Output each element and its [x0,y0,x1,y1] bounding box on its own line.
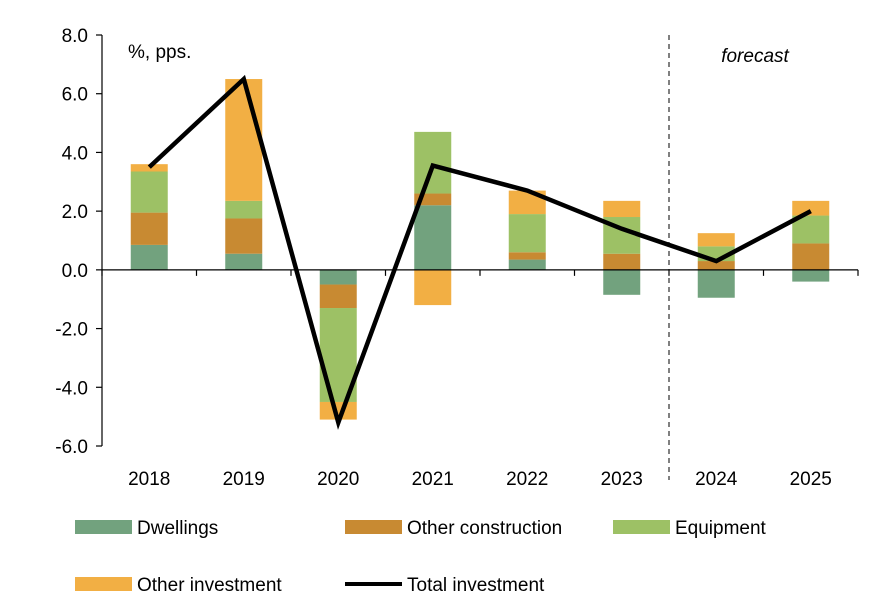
x-tick-label: 2019 [223,469,265,490]
bar-other-investment-2018 [130,164,168,172]
bar-dwellings-2024 [697,269,735,298]
bar-other-investment-2019 [225,79,263,201]
bar-other-construction-2021 [414,193,452,206]
legend-swatch-equipment [613,520,670,534]
y-tick-label: 4.0 [62,143,88,164]
stacked-bars [130,79,830,420]
forecast-label: forecast [721,46,789,67]
legend-swatch-other-investment [75,577,132,591]
bar-other-investment-2024 [697,233,735,247]
bar-dwellings-2018 [130,244,168,270]
bar-other-construction-2023 [603,253,641,270]
bar-other-investment-2020 [319,401,357,420]
bar-other-construction-2025 [792,243,830,270]
legend-label-other-construction: Other construction [407,518,562,539]
legend-label-other-investment: Other investment [137,575,282,596]
x-tick-label: 2021 [412,469,454,490]
y-axis-ticks: 8.0 6.0 4.0 2.0 0.0 -2.0 -4.0 -6.0 [55,26,102,458]
bar-dwellings-2019 [225,253,263,270]
bar-equipment-2022 [508,214,546,253]
x-tick-label: 2018 [128,469,170,490]
unit-label: %, pps. [128,42,191,63]
bar-dwellings-2023 [603,269,641,295]
bar-other-construction-2018 [130,212,168,245]
y-tick-label: -6.0 [55,437,88,458]
bar-other-construction-2019 [225,218,263,254]
bar-other-construction-2022 [508,252,546,260]
bar-equipment-2019 [225,200,263,219]
x-axis-ticks: 2018 2019 2020 2021 2022 2023 2024 2025 [101,269,859,490]
x-tick-label: 2023 [601,469,643,490]
bar-other-investment-2021 [414,269,452,306]
y-tick-label: 8.0 [62,26,88,47]
legend-label-total-investment: Total investment [407,575,545,596]
legend-swatch-other-construction [345,520,402,534]
legend: Dwellings Other construction Equipment Othe… [75,518,767,596]
bar-other-construction-2020 [319,284,357,309]
x-tick-label: 2024 [695,469,738,490]
x-tick-label: 2025 [790,469,832,490]
bar-equipment-2021 [414,131,452,194]
bar-equipment-2018 [130,171,168,213]
y-tick-label: 2.0 [62,202,88,223]
y-tick-label: 6.0 [62,85,88,106]
bar-other-investment-2025 [792,200,830,216]
y-tick-label: -2.0 [55,320,88,341]
legend-label-equipment: Equipment [675,518,767,539]
bar-dwellings-2022 [508,259,546,270]
y-tick-label: 0.0 [62,261,88,282]
x-tick-label: 2022 [506,469,548,490]
total-investment-line [147,74,812,430]
bar-dwellings-2020 [319,269,357,285]
legend-label-dwellings: Dwellings [137,518,218,539]
bar-dwellings-2021 [414,205,452,270]
bar-other-construction-2024 [697,261,735,270]
bar-dwellings-2025 [792,269,830,282]
x-tick-label: 2020 [317,469,359,490]
y-tick-label: -4.0 [55,378,88,399]
bar-other-investment-2023 [603,200,641,218]
legend-swatch-dwellings [75,520,132,534]
